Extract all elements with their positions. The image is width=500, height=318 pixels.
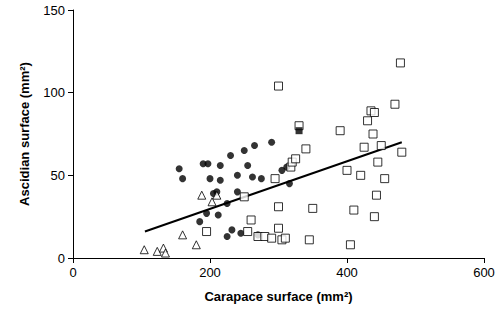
svg-text:Ascidian surface (mm²): Ascidian surface (mm²): [17, 62, 32, 206]
svg-text:100: 100: [43, 85, 65, 100]
svg-text:50: 50: [51, 168, 65, 183]
svg-text:600: 600: [473, 265, 495, 280]
svg-text:0: 0: [69, 265, 76, 280]
svg-text:150: 150: [43, 3, 65, 18]
svg-text:400: 400: [336, 265, 358, 280]
svg-text:0: 0: [58, 251, 65, 266]
svg-text:Carapace surface (mm²): Carapace surface (mm²): [204, 289, 352, 304]
svg-text:200: 200: [199, 265, 221, 280]
